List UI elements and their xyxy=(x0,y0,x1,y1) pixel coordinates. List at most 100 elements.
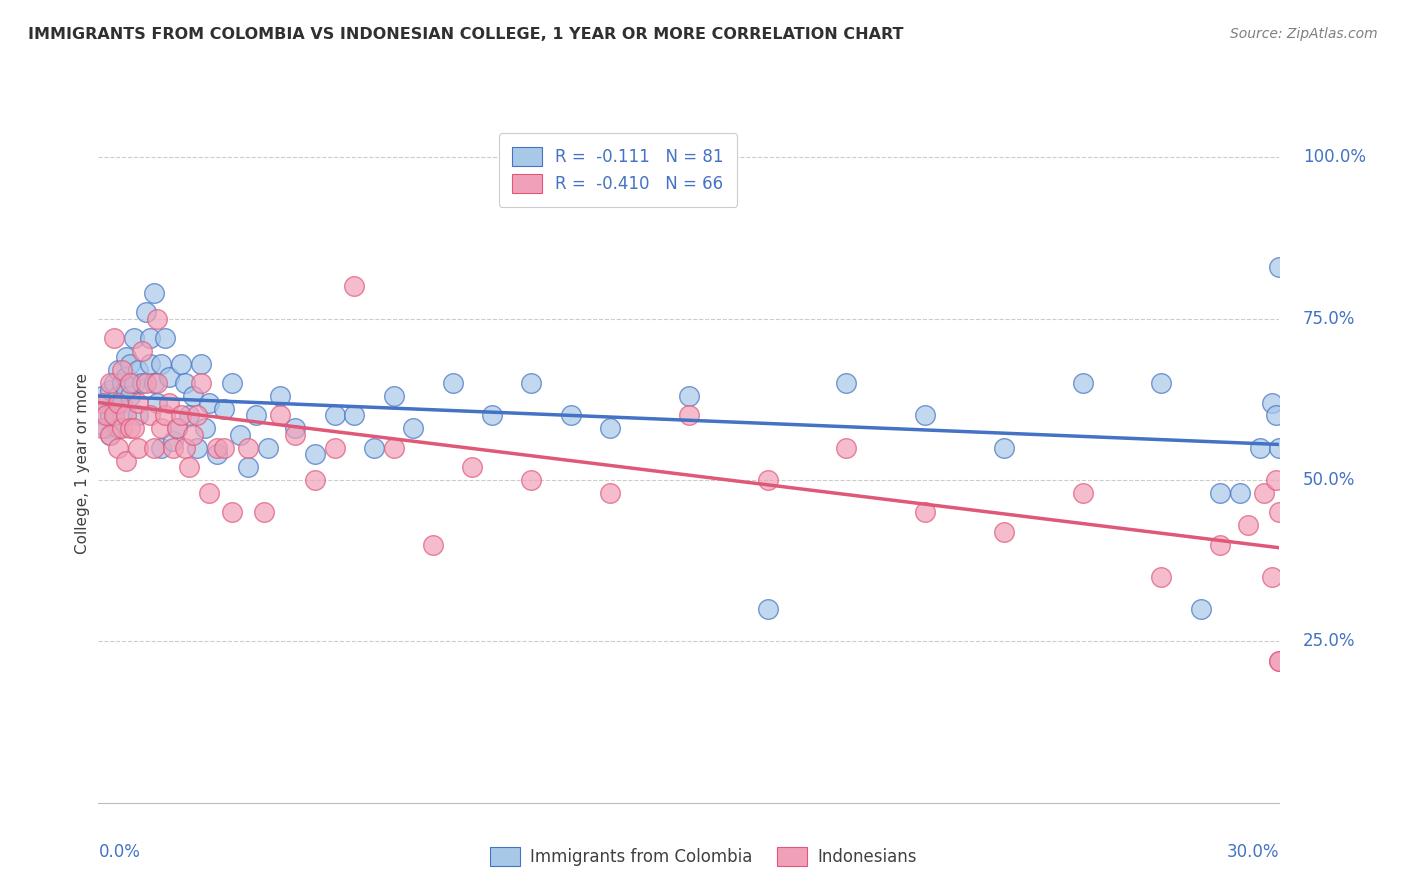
Point xyxy=(756,473,779,487)
Point xyxy=(103,331,125,345)
Point xyxy=(993,524,1015,539)
Point xyxy=(150,357,173,371)
Point xyxy=(107,389,129,403)
Point xyxy=(91,389,114,403)
Point xyxy=(835,376,858,391)
Point xyxy=(103,415,125,429)
Point xyxy=(214,441,236,455)
Point xyxy=(166,421,188,435)
Point xyxy=(146,311,169,326)
Point xyxy=(599,421,621,435)
Point xyxy=(150,441,173,455)
Point xyxy=(253,505,276,519)
Point xyxy=(229,427,252,442)
Point xyxy=(111,395,134,409)
Point xyxy=(194,421,217,435)
Point xyxy=(103,409,125,423)
Point xyxy=(118,357,141,371)
Point xyxy=(157,369,180,384)
Point xyxy=(146,395,169,409)
Point xyxy=(98,427,121,442)
Y-axis label: College, 1 year or more: College, 1 year or more xyxy=(75,374,90,554)
Point xyxy=(138,331,160,345)
Point xyxy=(115,369,138,384)
Point xyxy=(343,279,366,293)
Point xyxy=(190,357,212,371)
Legend: R =  -0.111   N = 81, R =  -0.410   N = 66: R = -0.111 N = 81, R = -0.410 N = 66 xyxy=(499,133,737,207)
Point xyxy=(323,409,346,423)
Point xyxy=(98,427,121,442)
Point xyxy=(186,441,208,455)
Point xyxy=(111,376,134,391)
Legend: Immigrants from Colombia, Indonesians: Immigrants from Colombia, Indonesians xyxy=(482,840,924,872)
Text: Source: ZipAtlas.com: Source: ZipAtlas.com xyxy=(1230,27,1378,41)
Point xyxy=(162,441,184,455)
Point xyxy=(115,383,138,397)
Point xyxy=(96,409,118,423)
Point xyxy=(107,395,129,409)
Point xyxy=(115,453,138,467)
Point xyxy=(197,395,219,409)
Point xyxy=(678,389,700,403)
Point xyxy=(127,441,149,455)
Point xyxy=(181,389,204,403)
Text: 100.0%: 100.0% xyxy=(1303,148,1367,166)
Point xyxy=(1268,441,1291,455)
Point xyxy=(135,305,157,319)
Point xyxy=(599,486,621,500)
Point xyxy=(170,357,193,371)
Point xyxy=(98,409,121,423)
Point xyxy=(1150,376,1173,391)
Point xyxy=(135,376,157,391)
Point xyxy=(560,409,582,423)
Point xyxy=(382,441,405,455)
Point xyxy=(236,460,259,475)
Point xyxy=(461,460,484,475)
Point xyxy=(162,434,184,449)
Point xyxy=(214,401,236,416)
Point xyxy=(103,376,125,391)
Point xyxy=(111,409,134,423)
Point xyxy=(520,376,543,391)
Text: 30.0%: 30.0% xyxy=(1227,844,1279,862)
Point xyxy=(177,409,200,423)
Text: 0.0%: 0.0% xyxy=(98,844,141,862)
Point xyxy=(256,441,278,455)
Point xyxy=(115,409,138,423)
Point xyxy=(170,409,193,423)
Point xyxy=(1071,486,1094,500)
Point xyxy=(520,473,543,487)
Point xyxy=(1253,486,1275,500)
Point xyxy=(221,376,243,391)
Point xyxy=(363,441,385,455)
Point xyxy=(157,395,180,409)
Point xyxy=(138,409,160,423)
Point xyxy=(1264,473,1286,487)
Point xyxy=(118,389,141,403)
Text: 25.0%: 25.0% xyxy=(1303,632,1355,650)
Point xyxy=(146,376,169,391)
Point xyxy=(756,602,779,616)
Point xyxy=(304,447,326,461)
Point xyxy=(118,421,141,435)
Point xyxy=(142,441,165,455)
Point xyxy=(1268,260,1291,274)
Point xyxy=(98,383,121,397)
Point xyxy=(155,331,177,345)
Point xyxy=(269,409,291,423)
Point xyxy=(190,376,212,391)
Point xyxy=(111,421,134,435)
Point xyxy=(1268,654,1291,668)
Point xyxy=(186,409,208,423)
Point xyxy=(91,409,114,423)
Point xyxy=(441,376,464,391)
Point xyxy=(122,331,145,345)
Point xyxy=(1209,486,1232,500)
Point xyxy=(166,421,188,435)
Point xyxy=(1268,505,1291,519)
Point xyxy=(174,441,197,455)
Point xyxy=(284,421,307,435)
Point xyxy=(1268,654,1291,668)
Text: 75.0%: 75.0% xyxy=(1303,310,1355,327)
Point xyxy=(91,421,114,435)
